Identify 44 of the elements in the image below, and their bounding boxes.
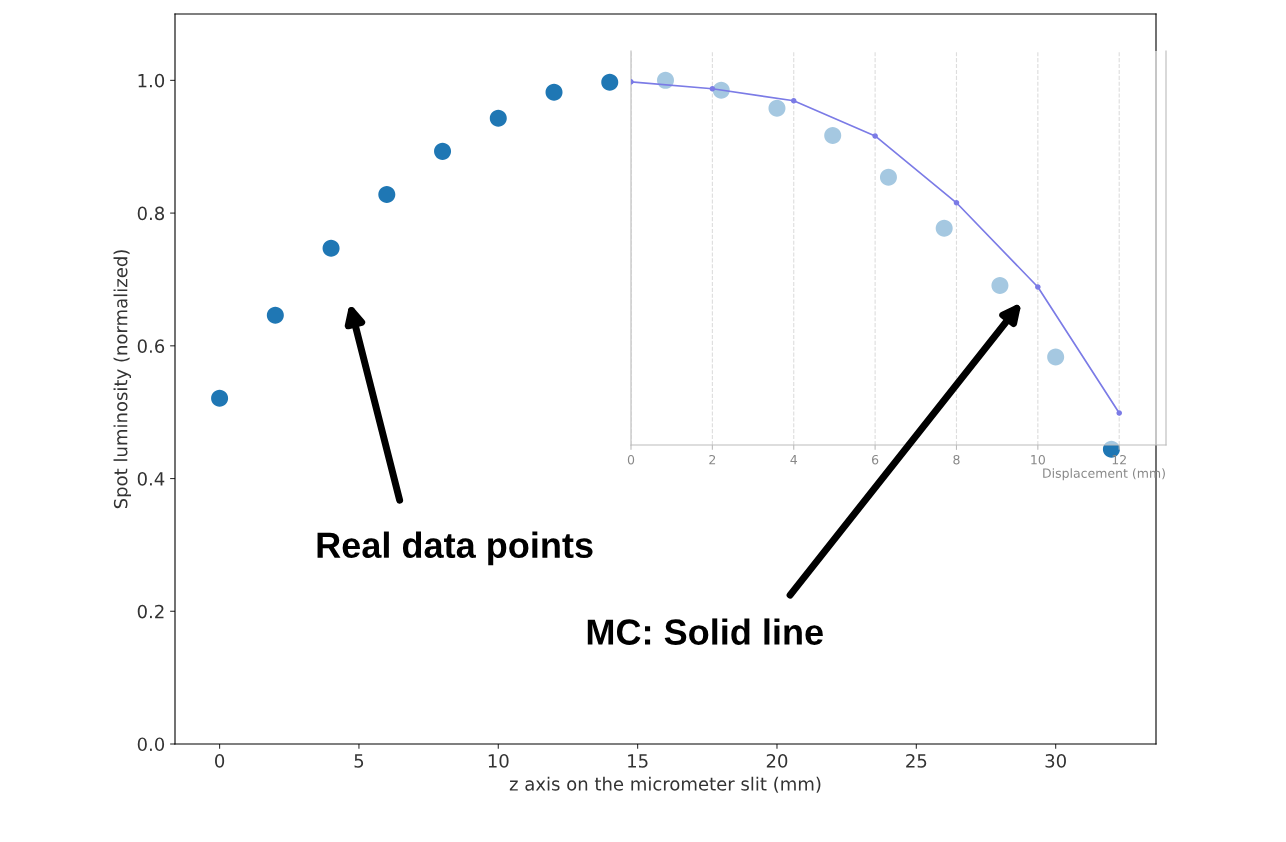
point (1116, 410, 1122, 416)
x-tick-label: 8 (953, 454, 960, 465)
point (266, 306, 284, 324)
y-tick-label: 1.0 (138, 73, 165, 88)
point (489, 109, 507, 127)
point (879, 168, 897, 186)
point (378, 186, 396, 204)
point (824, 126, 842, 144)
point (601, 73, 619, 91)
x-tick-label: 10 (1031, 454, 1045, 465)
x-tick-label: 4 (790, 455, 798, 465)
point (991, 276, 1009, 294)
x-tick-label: 6 (872, 454, 879, 465)
x-tick-label: 20 (766, 754, 788, 768)
point (935, 219, 953, 237)
y-tick-label: 0.4 (137, 472, 165, 486)
annotation: MC: Solid line (587, 618, 823, 645)
x-tick-label: 5 (354, 754, 364, 768)
point (790, 97, 797, 104)
x-axis-title: z axis on the micrometer slit (mm) (509, 776, 821, 793)
point (1035, 284, 1041, 290)
point (872, 133, 878, 139)
x-tick-label: 0 (627, 454, 635, 465)
y-axis-title: Spot luminosity (normalized) (113, 250, 132, 509)
x-tick-label: 0 (215, 754, 225, 768)
x-tick-label: 15 (628, 754, 648, 768)
x-tick-label: 2 (709, 454, 716, 465)
point (211, 389, 229, 407)
point (545, 83, 563, 101)
y-tick-label: 0.8 (137, 206, 165, 221)
x-tick-label: 25 (906, 754, 927, 768)
point (709, 85, 716, 92)
point (1047, 348, 1065, 366)
x-tick-label: 10 (488, 754, 509, 768)
annotation: Real data points (317, 531, 593, 566)
y-tick-label: 0.0 (137, 737, 165, 752)
y-tick-label: 0.2 (137, 604, 164, 619)
y-tick-label: 0.6 (137, 339, 165, 353)
point (322, 239, 340, 257)
x-tick-label: 30 (1045, 754, 1066, 768)
point (434, 142, 452, 160)
point (953, 200, 960, 206)
point (768, 99, 786, 117)
x-tick-label: 12 (1112, 454, 1126, 465)
